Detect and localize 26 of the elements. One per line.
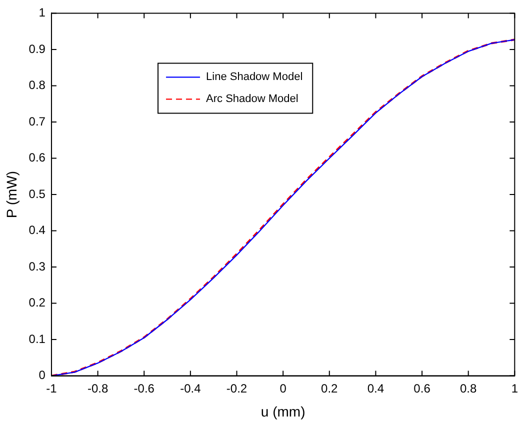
y-tick-label: 0.6 bbox=[28, 150, 46, 165]
x-tick-label: -0.2 bbox=[226, 381, 248, 396]
y-tick-label: 0 bbox=[38, 368, 46, 382]
x-tick-label: -1 bbox=[46, 381, 58, 396]
x-tick-label: 0 bbox=[280, 381, 287, 396]
y-tick-label: 0.7 bbox=[28, 114, 46, 128]
y-axis-title: P (mW) bbox=[3, 170, 20, 218]
y-tick-label: 0.1 bbox=[28, 332, 46, 346]
x-tick-label: -0.4 bbox=[180, 381, 202, 396]
x-tick-label: -0.6 bbox=[134, 381, 155, 396]
y-tick-label: 0.8 bbox=[28, 78, 46, 92]
y-tick-label: 0.9 bbox=[28, 42, 46, 56]
x-tick-label: 0.6 bbox=[414, 381, 431, 396]
legend-label: Line Shadow Model bbox=[206, 71, 303, 84]
x-tick-label: 0.8 bbox=[460, 381, 478, 396]
x-tick-label: -0.8 bbox=[87, 381, 108, 396]
y-tick-label: 1 bbox=[38, 6, 46, 20]
x-tick-label: 0.2 bbox=[321, 381, 338, 396]
y-tick-label: 0.5 bbox=[28, 186, 46, 201]
x-axis-title: u (mm) bbox=[260, 403, 306, 420]
legend-label: Arc Shadow Model bbox=[206, 93, 298, 106]
x-tick-label: 1 bbox=[511, 381, 518, 396]
y-tick-label: 0.2 bbox=[28, 296, 46, 310]
y-tick-label: 0.4 bbox=[28, 223, 46, 238]
y-tick-label: 0.3 bbox=[28, 259, 46, 274]
x-tick-label: 0.4 bbox=[367, 381, 384, 396]
